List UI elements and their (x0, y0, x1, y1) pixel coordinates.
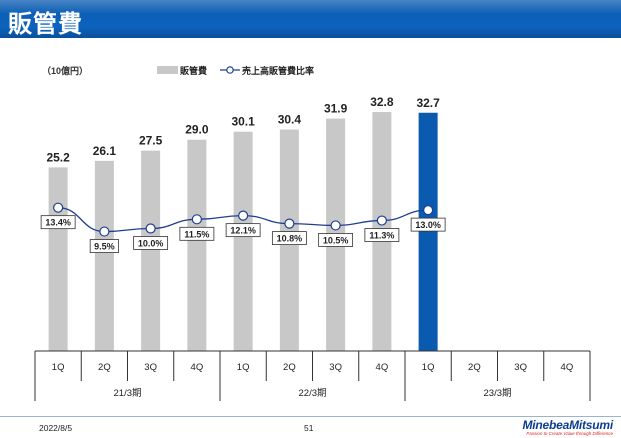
ratio-point-3 (191, 214, 202, 225)
ratio-label-box-5 (271, 231, 307, 246)
x-tick-label-0: 1Q (52, 362, 65, 373)
bar-value-labels: 25.2 26.1 27.5 29.0 30.1 30.4 31.9 32.8 32.7 (46, 95, 440, 164)
footer-rule (0, 416, 621, 417)
ratio-label-box-7 (364, 228, 400, 242)
ratio-point-6 (330, 220, 341, 231)
bar-value-label-1: 26.1 (93, 144, 117, 158)
bar-value-label-7: 32.8 (370, 95, 394, 109)
ratio-point-7 (376, 215, 387, 226)
bar-value-label-4: 30.1 (231, 115, 255, 129)
category-axis: 1Q 2Q 3Q 4Q 1Q 2Q 3Q 4Q 1Q 2Q 3Q 4Q 21/3期 22/3期 23/3期 (34, 350, 591, 401)
ratio-label-4: 12.1% (230, 226, 256, 236)
bar-value-label-0: 25.2 (46, 150, 70, 164)
bar-value-label-5: 30.4 (278, 113, 302, 127)
x-tick-label-5: 2Q (283, 362, 296, 373)
ratio-label-2: 10.0% (138, 239, 164, 249)
ratio-label-box-2 (133, 236, 169, 250)
x-tick-label-7: 4Q (376, 362, 389, 373)
ratio-label-7: 11.3% (369, 231, 394, 241)
title-band: 販管費 (0, 0, 621, 38)
unit-label: （10億円） (42, 65, 88, 76)
ratio-label-3: 11.5% (184, 229, 209, 239)
ratio-label-box-8 (410, 217, 446, 232)
x-tick-label-6: 3Q (329, 362, 342, 373)
x-tick-label-10: 3Q (514, 362, 527, 373)
x-tick-label-9: 2Q (468, 362, 481, 373)
ratio-label-box-4 (225, 223, 261, 238)
logo-tagline: Passion to Create Value through Differen… (526, 431, 613, 436)
bar-2 (141, 150, 161, 351)
x-tick-label-3: 4Q (191, 362, 204, 373)
ratio-label-5: 10.8% (277, 234, 303, 244)
ratio-label-box-1 (89, 239, 119, 253)
ratio-label-1: 9.5% (94, 242, 115, 252)
legend-bar-label: 販管費 (180, 65, 207, 76)
bar-value-label-2: 27.5 (139, 134, 163, 148)
ratio-point-2 (145, 223, 156, 234)
group-label-2: 23/3期 (484, 388, 512, 399)
logo-wordmark: MinebeaMitsumi (522, 418, 613, 432)
ratio-label-box-6 (318, 233, 354, 247)
company-logo: MinebeaMitsumi Passion to Create Value t… (522, 419, 613, 437)
sga-chart: （10億円） 販管費 売上高販管費比率 25.2 26.1 27.5 29.0 30.1… (34, 65, 591, 401)
ratio-point-8 (423, 205, 434, 216)
group-label-0: 21/3期 (114, 388, 142, 399)
x-tick-label-4: 1Q (237, 362, 250, 373)
page-number: 51 (304, 423, 314, 433)
bar-4 (233, 131, 253, 351)
footer-date: 2022/8/5 (39, 423, 73, 433)
ratio-point-5 (284, 218, 295, 229)
x-tick-label-8: 1Q (422, 362, 435, 373)
bar-0 (48, 167, 68, 351)
bar-value-label-8: 32.7 (416, 96, 440, 110)
legend-line-label: 売上高販管費比率 (242, 65, 314, 76)
ratio-point-0 (53, 202, 64, 213)
ratio-label-8: 13.0% (415, 220, 441, 230)
x-tick-label-11: 4Q (561, 362, 574, 373)
ratio-point-4 (238, 210, 249, 221)
bar-value-label-6: 31.9 (324, 102, 348, 116)
bar-3 (187, 139, 207, 351)
x-tick-label-2: 3Q (144, 362, 157, 373)
ratio-label-0: 13.4% (45, 218, 71, 228)
line-series: 13.4% 9.5% 10.0% 11.5% 12.1% 10.8% 10.5% 11.3% 1… (40, 202, 446, 253)
ratio-label-6: 10.5% (323, 235, 349, 245)
group-label-1: 22/3期 (299, 388, 327, 399)
ratio-point-1 (99, 226, 110, 237)
title-band-shine (0, 0, 621, 14)
ratio-label-box-3 (179, 226, 215, 241)
bar-value-label-3: 29.0 (185, 123, 209, 137)
ratio-label-box-0 (40, 215, 76, 230)
bar-8 (418, 112, 438, 351)
page-title: 販管費 (8, 11, 83, 38)
x-tick-label-1: 2Q (98, 362, 111, 373)
bar-1 (94, 160, 114, 351)
legend: 販管費 売上高販管費比率 (157, 65, 314, 76)
legend-line-marker (226, 66, 234, 74)
legend-bar-swatch (157, 66, 178, 74)
